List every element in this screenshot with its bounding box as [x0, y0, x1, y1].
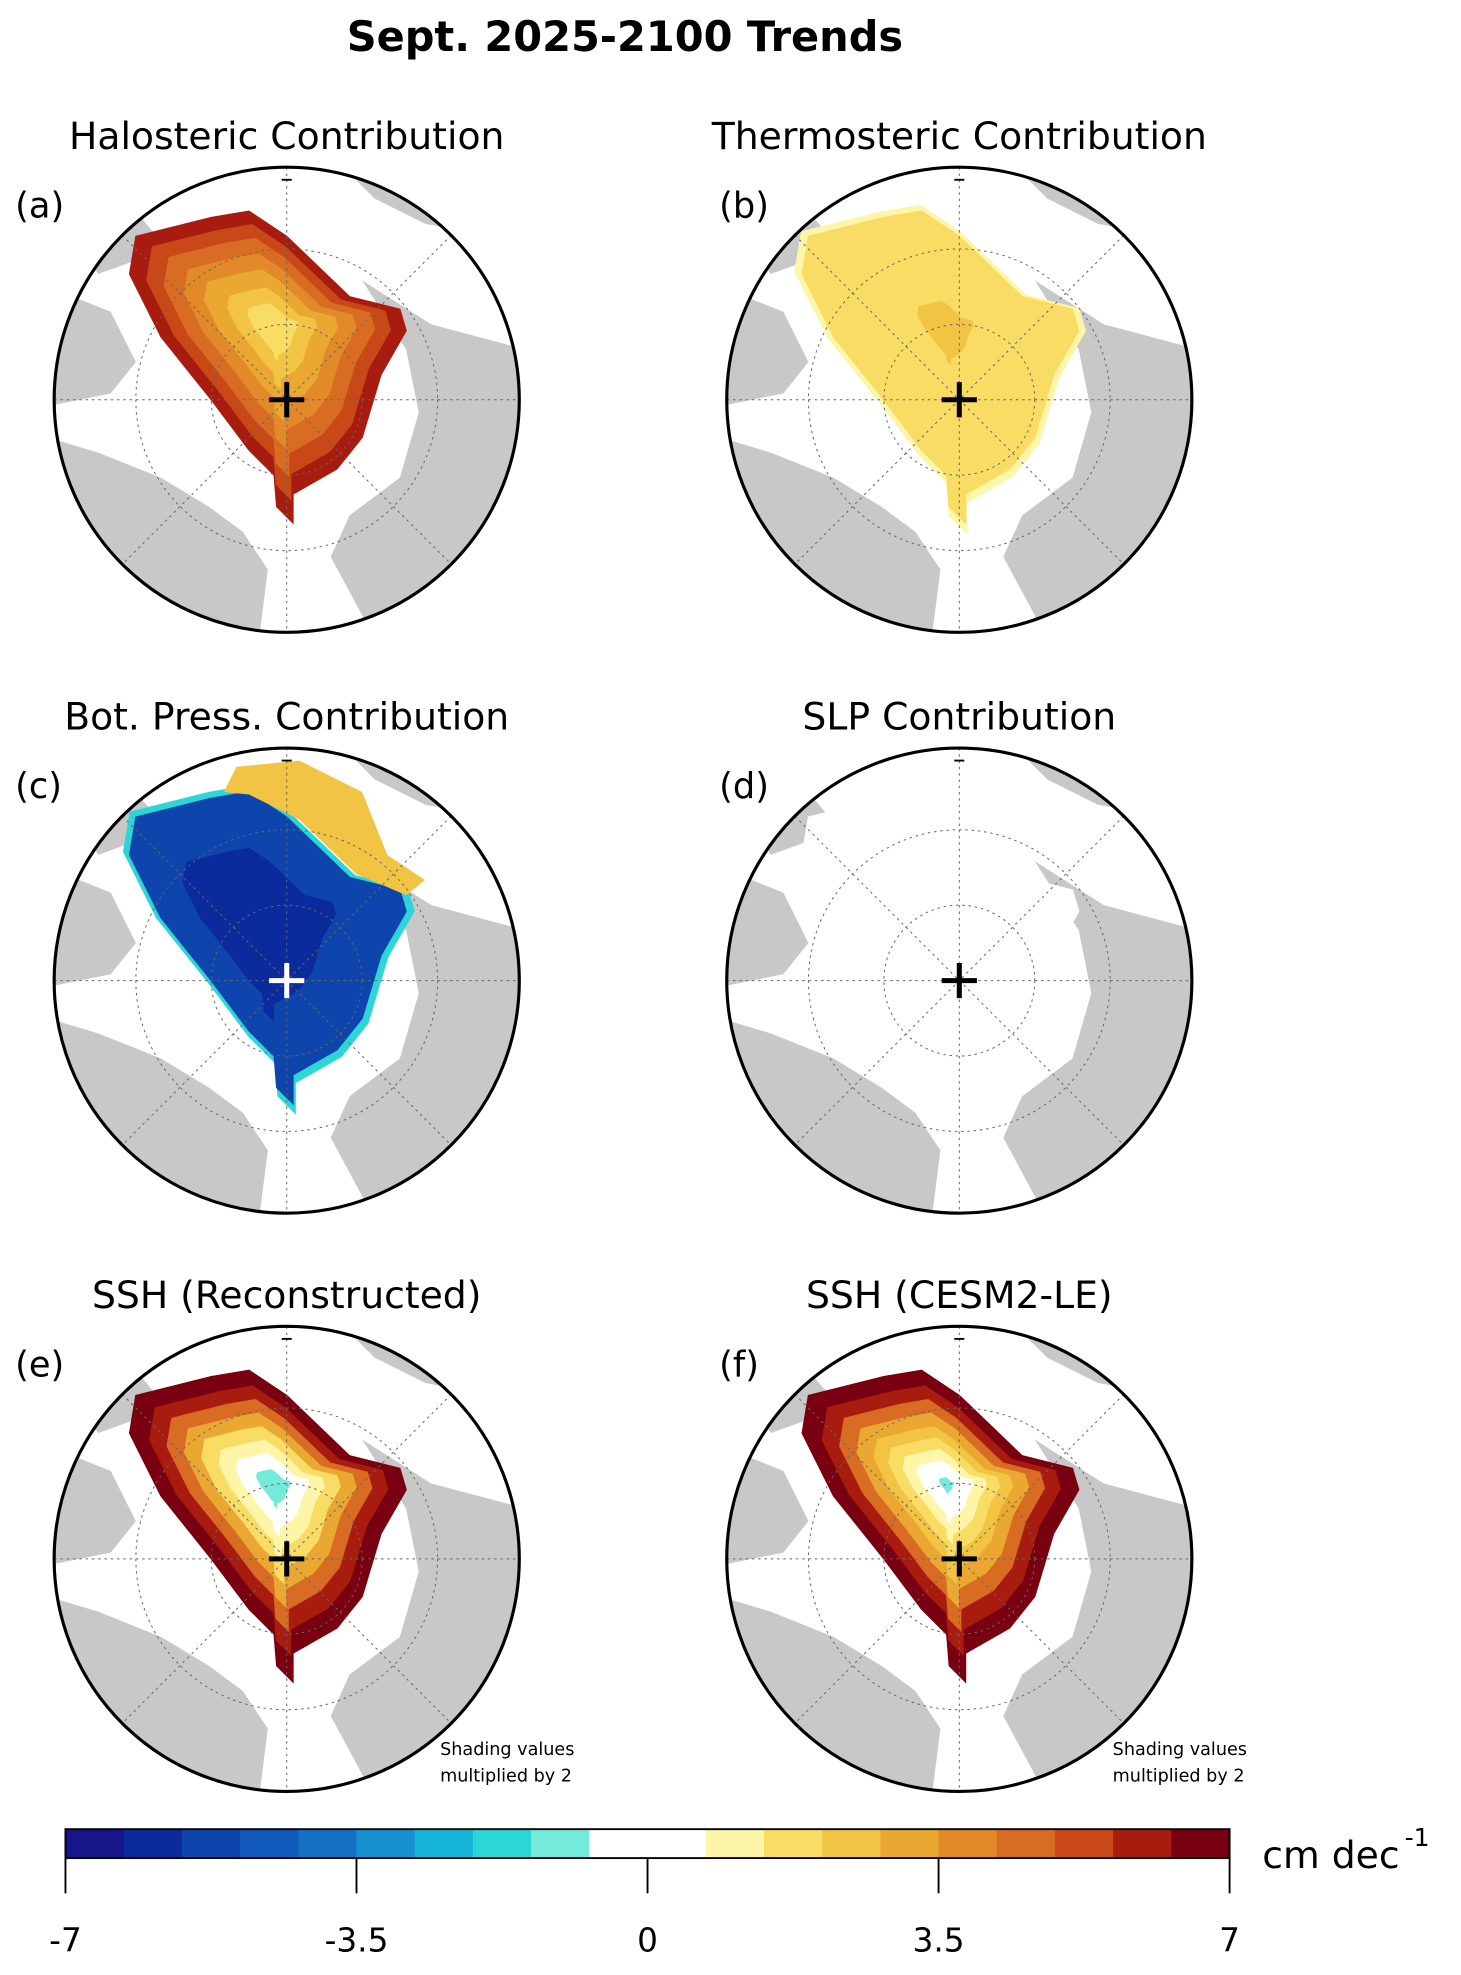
panel-note: multiplied by 2 — [1113, 1766, 1245, 1786]
shading — [256, 1469, 291, 1509]
pole-marker — [941, 382, 977, 418]
pole-marker — [941, 962, 977, 999]
map-inner — [54, 1326, 520, 1792]
colorbar-bin — [240, 1829, 299, 1859]
shading — [801, 210, 1080, 525]
shading — [182, 847, 337, 1022]
map-border — [52, 165, 521, 634]
panel-label: (b) — [719, 185, 769, 226]
panel-title: SSH (CESM2-LE) — [806, 1273, 1113, 1317]
colorbar-tick-label: 7 — [1219, 1921, 1240, 1959]
colorbar-bin — [1054, 1829, 1114, 1859]
map-border — [725, 165, 1194, 634]
land — [726, 437, 941, 633]
shading — [917, 301, 974, 366]
colorbar-bin — [1171, 1829, 1231, 1859]
colorbar-bin — [938, 1829, 998, 1859]
land — [726, 1018, 941, 1214]
colorbar-bin — [589, 1829, 649, 1859]
colorbar-tick-label: 3.5 — [913, 1921, 965, 1959]
colorbar-tick-label: -3.5 — [325, 1921, 389, 1959]
colorbar-bin — [123, 1829, 183, 1859]
land — [1009, 748, 1192, 824]
shading — [801, 791, 1080, 1106]
colorbar-bin — [705, 1829, 765, 1859]
colorbar-bin — [531, 1829, 590, 1859]
land — [1009, 1326, 1192, 1402]
panel-note: Shading values — [1113, 1740, 1247, 1760]
pole-marker — [269, 382, 305, 418]
colorbar-bin — [356, 1829, 416, 1859]
map-border — [725, 1324, 1194, 1794]
panel-label: (e) — [15, 1345, 64, 1386]
land — [54, 1596, 268, 1792]
map-clipped — [54, 1326, 520, 1792]
map-border — [725, 746, 1194, 1215]
unit-exponent: -1 — [1405, 1823, 1430, 1852]
land — [337, 1326, 520, 1402]
shading — [917, 1460, 974, 1525]
land — [54, 437, 268, 633]
panel-note: Shading values — [440, 1740, 574, 1760]
map-border — [52, 1324, 521, 1794]
panel-title: Halosteric Contribution — [69, 114, 504, 158]
land — [726, 1596, 941, 1792]
colorbar-bin — [414, 1829, 474, 1859]
colorbar-bin — [647, 1829, 707, 1859]
colorbar-tick-label: 0 — [637, 1921, 658, 1959]
colorbar-unit: cm dec -1 — [1262, 1823, 1429, 1876]
panel-note: multiplied by 2 — [440, 1766, 572, 1786]
colorbar-tick-label: -7 — [49, 1921, 82, 1959]
colorbar-bin — [1113, 1829, 1173, 1859]
shading — [223, 760, 426, 896]
land — [1009, 167, 1192, 243]
pole-marker — [269, 1541, 305, 1577]
panel-title: SSH (Reconstructed) — [92, 1273, 481, 1317]
figure-title: Sept. 2025-2100 Trends — [347, 12, 903, 61]
colorbar-bin — [996, 1829, 1056, 1859]
panel-title: SLP Contribution — [802, 695, 1116, 739]
map-inner — [54, 748, 520, 1214]
pole-marker — [269, 962, 305, 999]
colorbar-bin — [763, 1829, 823, 1859]
unit-text: cm dec — [1262, 1832, 1399, 1876]
panel-title: Bot. Press. Contribution — [64, 695, 509, 739]
panel-title: Thermosteric Contribution — [711, 114, 1207, 158]
colorbar-bin — [181, 1829, 241, 1859]
colorbar-bin — [298, 1829, 358, 1859]
shading — [938, 1477, 955, 1495]
land — [54, 1018, 268, 1214]
map-border — [52, 746, 521, 1215]
panel-label: (d) — [719, 766, 769, 807]
colorbar-bin — [822, 1829, 881, 1859]
map-clipped — [54, 748, 520, 1214]
panel-label: (c) — [15, 766, 62, 807]
pole-marker — [941, 1541, 977, 1577]
colorbar-bin — [880, 1829, 940, 1859]
colorbar-bin — [65, 1829, 125, 1859]
shading — [247, 303, 299, 362]
panel-label: (f) — [719, 1345, 759, 1386]
colorbar-bin — [472, 1829, 532, 1859]
land — [337, 167, 520, 243]
panel-label: (a) — [15, 185, 64, 226]
